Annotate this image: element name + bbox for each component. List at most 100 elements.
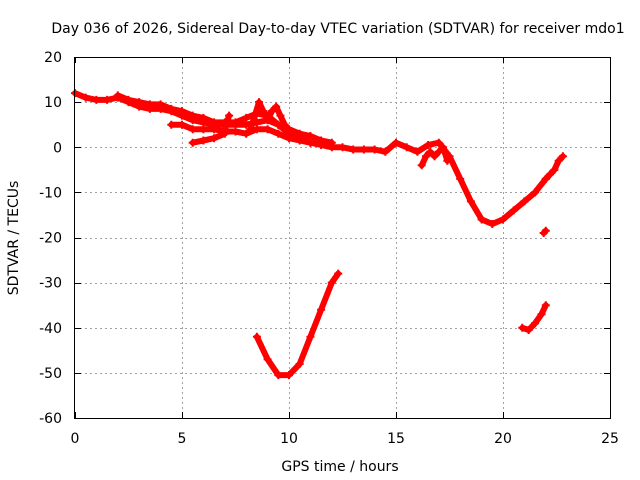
data-point bbox=[246, 125, 255, 134]
data-point bbox=[541, 174, 550, 183]
data-point bbox=[274, 371, 283, 380]
data-point bbox=[499, 215, 507, 224]
data-point bbox=[537, 310, 546, 319]
data-point bbox=[124, 95, 133, 104]
data-point bbox=[477, 215, 486, 224]
y-tick-label: -20 bbox=[39, 231, 62, 247]
data-point bbox=[210, 134, 219, 143]
data-point bbox=[509, 206, 518, 215]
data-point bbox=[434, 147, 443, 156]
data-point bbox=[306, 138, 315, 147]
data-point bbox=[272, 102, 281, 111]
data-point bbox=[210, 118, 219, 127]
data-point bbox=[295, 136, 304, 145]
data-point bbox=[349, 145, 358, 154]
y-tick-label: -10 bbox=[39, 185, 62, 201]
data-point bbox=[546, 170, 555, 179]
x-axis-label: GPS time / hours bbox=[281, 459, 398, 475]
series-spike-7h bbox=[220, 111, 234, 134]
y-axis-label: SDTVAR / TECUs bbox=[6, 181, 22, 296]
data-point bbox=[520, 197, 529, 206]
data-point bbox=[167, 104, 176, 113]
data-point bbox=[430, 152, 439, 161]
series-segment-21h bbox=[518, 301, 550, 335]
data-point bbox=[443, 156, 452, 165]
data-point bbox=[156, 100, 165, 109]
data-point bbox=[531, 188, 540, 197]
data-point bbox=[188, 138, 197, 147]
data-point bbox=[413, 147, 422, 156]
plot-frame bbox=[74, 57, 611, 419]
y-tick-label: -50 bbox=[39, 366, 62, 382]
data-point bbox=[456, 174, 465, 183]
y-tick-label: -60 bbox=[39, 411, 62, 427]
data-point bbox=[103, 95, 112, 104]
x-tick-label: 25 bbox=[601, 431, 619, 447]
data-point bbox=[210, 125, 219, 134]
data-point bbox=[199, 136, 208, 145]
data-point bbox=[178, 120, 186, 129]
data-point bbox=[263, 125, 272, 134]
data-point bbox=[359, 145, 368, 154]
data-point bbox=[285, 125, 293, 134]
series-spike-8h bbox=[246, 98, 289, 134]
data-point bbox=[541, 301, 550, 310]
data-point bbox=[434, 138, 443, 147]
data-point bbox=[421, 152, 430, 161]
tick-layer bbox=[75, 57, 611, 419]
data-point bbox=[267, 107, 276, 116]
data-point bbox=[199, 113, 208, 122]
data-point bbox=[167, 120, 176, 129]
data-point bbox=[417, 161, 426, 170]
data-point bbox=[424, 140, 433, 149]
data-point bbox=[178, 107, 186, 116]
data-point bbox=[381, 147, 390, 156]
data-point bbox=[199, 125, 208, 134]
x-tick-label: 20 bbox=[494, 431, 512, 447]
data-point bbox=[285, 134, 293, 143]
y-tick-label: 20 bbox=[44, 50, 62, 66]
data-point bbox=[252, 332, 261, 341]
data-point bbox=[306, 131, 315, 140]
data-point bbox=[81, 93, 90, 102]
data-point bbox=[113, 91, 122, 100]
data-point bbox=[188, 125, 197, 134]
data-point bbox=[280, 120, 289, 129]
data-point bbox=[231, 127, 240, 136]
data-point bbox=[554, 156, 563, 165]
data-point bbox=[466, 197, 475, 206]
data-point bbox=[135, 98, 144, 107]
series-band bbox=[72, 90, 549, 227]
data-point bbox=[255, 98, 264, 107]
data-layer bbox=[71, 89, 567, 380]
data-point bbox=[334, 269, 343, 278]
data-point bbox=[327, 278, 336, 287]
data-point bbox=[231, 118, 240, 127]
series-isolated-22h bbox=[539, 226, 550, 237]
series-noise-16-17h bbox=[417, 143, 452, 170]
data-point bbox=[392, 138, 400, 147]
data-point bbox=[426, 147, 435, 156]
data-point bbox=[327, 138, 336, 147]
series-segment-22-23h bbox=[541, 152, 567, 183]
series-lower-branch bbox=[167, 120, 315, 147]
data-point bbox=[550, 165, 559, 174]
x-tick-label: 5 bbox=[178, 431, 187, 447]
data-point bbox=[558, 152, 567, 161]
y-tick-label: -30 bbox=[39, 276, 62, 292]
data-point bbox=[274, 129, 283, 138]
y-tick-label: 10 bbox=[44, 95, 62, 111]
series-dip-track bbox=[252, 269, 343, 380]
data-point bbox=[488, 219, 497, 228]
y-tick-label: -40 bbox=[39, 321, 62, 337]
x-tick-label: 15 bbox=[387, 431, 405, 447]
chart-title: Day 036 of 2026, Sidereal Day-to-day VTE… bbox=[51, 21, 624, 37]
data-point bbox=[188, 111, 197, 120]
data-point bbox=[225, 111, 234, 120]
tick-label-layer: 0 5 10 15 20 25 -60 -50 -40 -30 -20 -10 0 10 20 bbox=[39, 50, 619, 447]
data-point bbox=[276, 111, 285, 120]
data-point bbox=[531, 319, 540, 328]
y-tick-label: 0 bbox=[53, 140, 62, 156]
